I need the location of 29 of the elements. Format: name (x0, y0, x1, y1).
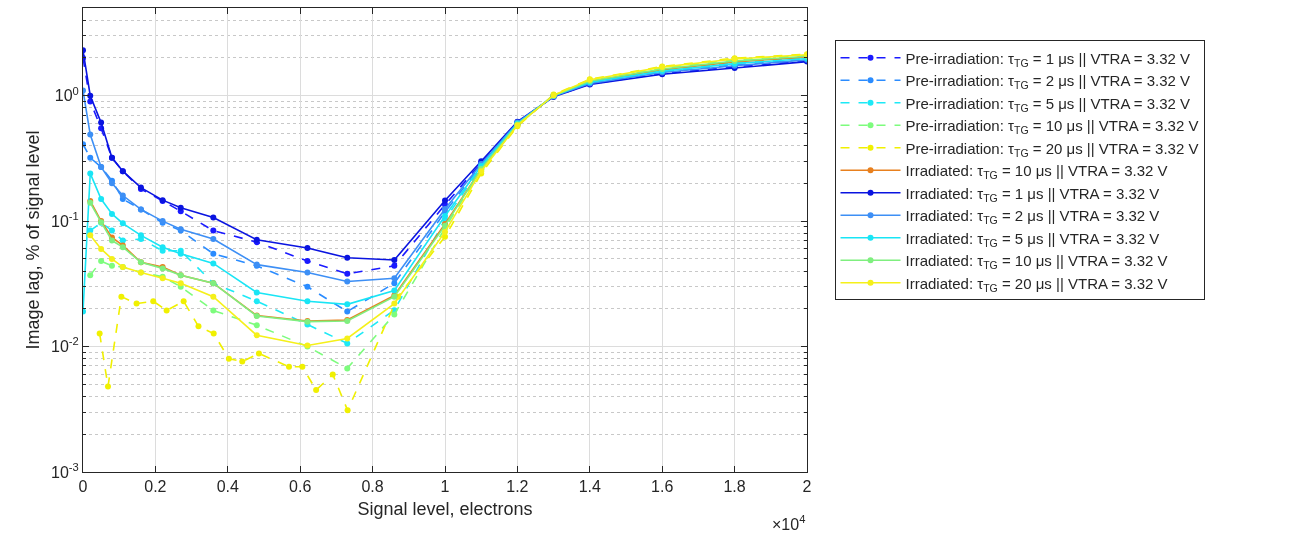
x-tick-label: 1.8 (723, 478, 746, 496)
legend-label: Pre-irradiation: τ$_{TG}$ = 1 μs || VTRA = 3.32 V (905, 49, 1191, 69)
legend-label: Irradiated: τ$_{TG}$ = 10 μs || VTRA = 3.32 V (905, 162, 1168, 182)
x-tick-label: 0.4 (216, 478, 240, 496)
text: ×10$^{4}$ (772, 513, 806, 533)
legend-label: Pre-irradiation: τ$_{TG}$ = 20 μs || VTRA = 3.32 V (905, 139, 1199, 159)
x-tick-label: 1.2 (506, 478, 529, 496)
legend-label: Pre-irradiation: τ$_{TG}$ = 2 μs || VTRA = 3.32 V (905, 72, 1191, 92)
x-tick-label: 0.2 (144, 478, 167, 496)
y-axis-title: Image lag, % of signal level (23, 130, 44, 350)
y-tick-label: 10$^{-3}$ (51, 460, 79, 481)
legend-label: Irradiated: τ$_{TG}$ = 1 μs || VTRA = 3.32 V (905, 184, 1160, 204)
legend-label: Pre-irradiation: τ$_{TG}$ = 10 μs || VTRA = 3.32 V (905, 117, 1199, 137)
legend-label: Irradiated: τ$_{TG}$ = 5 μs || VTRA = 3.32 V (905, 229, 1160, 249)
y-tick-label: 10$^{-1}$ (51, 210, 79, 230)
x-tick-label: 0 (78, 478, 88, 496)
y-tick-label: 10$^{-2}$ (51, 335, 79, 356)
x-tick-label: 1 (440, 478, 450, 496)
x-tick-label: 1.6 (651, 478, 674, 496)
x-tick-label: 0.8 (361, 478, 384, 496)
x-axis-title: Signal level, electrons (357, 499, 533, 520)
x-tick-label: 1.4 (578, 478, 602, 496)
legend-label: Irradiated: τ$_{TG}$ = 10 μs || VTRA = 3.32 V (905, 252, 1168, 272)
legend-label: Irradiated: τ$_{TG}$ = 2 μs || VTRA = 3.32 V (905, 207, 1160, 227)
x-tick-label: 0.6 (289, 478, 312, 496)
y-tick-label: 10$^{0}$ (54, 84, 79, 105)
legend-label: Irradiated: τ$_{TG}$ = 20 μs || VTRA = 3.32 V (905, 274, 1168, 294)
x-tick-label: 2 (802, 478, 812, 496)
legend-label: Pre-irradiation: τ$_{TG}$ = 5 μs || VTRA = 3.32 V (905, 94, 1191, 114)
